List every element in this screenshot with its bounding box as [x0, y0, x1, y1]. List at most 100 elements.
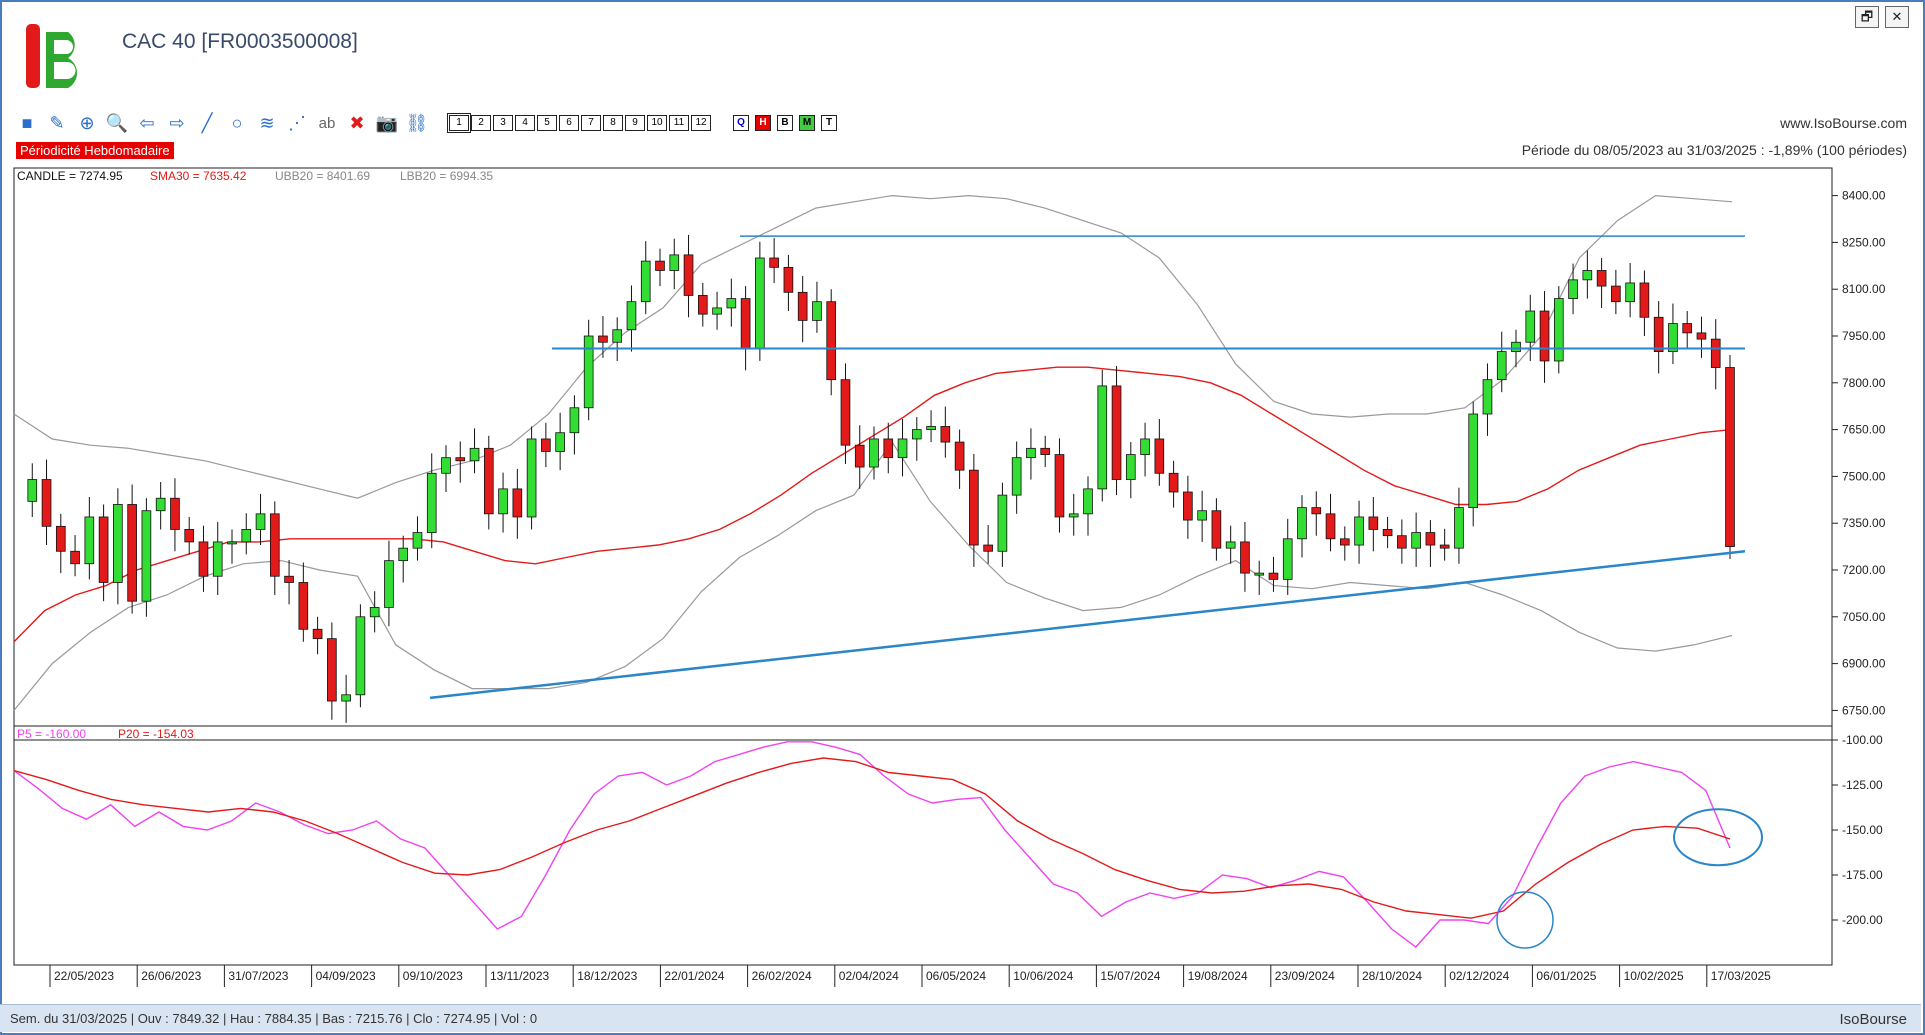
period-button-3[interactable]: 3: [493, 115, 513, 131]
candle-body: [483, 447, 494, 515]
period-button-10[interactable]: 10: [647, 115, 667, 131]
candle-body: [1183, 491, 1193, 521]
price-tick-label: 8100.00: [1842, 282, 1886, 296]
timeframe-button-q[interactable]: Q: [733, 115, 749, 131]
candle-body: [155, 497, 166, 512]
x-tick-label: 22/01/2024: [664, 969, 724, 983]
candle-body: [1254, 572, 1265, 576]
candle-body: [854, 444, 865, 468]
candle-body: [1282, 538, 1293, 580]
annotation-circle-2: [1673, 808, 1763, 867]
period-button-6[interactable]: 6: [559, 115, 579, 131]
candle-body: [1240, 541, 1250, 574]
candle-body: [1511, 341, 1521, 352]
candle-body: [498, 488, 508, 515]
status-bar: Sem. du 31/03/2025 | Ouv : 7849.32 | Hau…: [0, 1004, 1921, 1032]
candle-body: [940, 426, 951, 443]
legend-candle: CANDLE = 7274.95: [17, 169, 123, 183]
indicator-icon[interactable]: ≋: [259, 112, 275, 133]
tree-icon[interactable]: ⛓: [405, 112, 429, 133]
indicator-tick-label: -150.00: [1842, 823, 1883, 837]
candle-body: [1725, 367, 1735, 547]
indicator-panel-frame: [13, 725, 1833, 966]
candle-body: [769, 257, 779, 268]
select-icon[interactable]: ■: [21, 112, 33, 133]
price-tick-label: 7500.00: [1842, 469, 1886, 483]
period-button-1[interactable]: 1: [447, 113, 471, 133]
candle-body: [1525, 310, 1536, 343]
candle-body: [612, 329, 623, 343]
candle-body: [469, 447, 480, 462]
zoom-icon[interactable]: 🔍: [105, 112, 129, 133]
arrow-right-icon[interactable]: ⇨: [169, 112, 185, 133]
timeframe-button-b[interactable]: B: [777, 115, 793, 131]
price-tick-label: 6750.00: [1842, 703, 1886, 717]
candle-body: [1011, 457, 1022, 496]
candle-body: [640, 260, 651, 303]
candle-body: [369, 607, 380, 618]
legend-p20: P20 = -154.03: [118, 727, 194, 741]
line-icon[interactable]: ╱: [201, 112, 213, 133]
candle-body: [184, 529, 195, 543]
candle-body: [883, 438, 894, 459]
x-tick-label: 15/07/2024: [1100, 969, 1160, 983]
period-button-2[interactable]: 2: [471, 115, 491, 131]
x-tick-label: 28/10/2024: [1362, 969, 1422, 983]
candle-body: [1382, 529, 1393, 537]
x-tick-label: 18/12/2023: [577, 969, 637, 983]
close-window-button[interactable]: ✕: [1885, 6, 1909, 28]
restore-window-button[interactable]: 🗗: [1855, 6, 1879, 28]
draw-pen-icon[interactable]: ✎: [49, 112, 65, 133]
website-link[interactable]: www.IsoBourse.com: [1780, 115, 1907, 131]
candle-body: [1482, 379, 1493, 415]
period-button-12[interactable]: 12: [691, 115, 711, 131]
candle-body: [1568, 279, 1578, 299]
period-button-4[interactable]: 4: [515, 115, 535, 131]
candle-body: [541, 438, 551, 452]
price-tick-label: 7950.00: [1842, 329, 1886, 343]
crosshair-icon[interactable]: ⊕: [79, 112, 95, 133]
chart-area[interactable]: CANDLE = 7274.95 SMA30 = 7635.42 UBB20 = 8…: [0, 0, 1925, 1004]
candle-body: [655, 260, 665, 271]
text-icon[interactable]: ab: [318, 114, 336, 132]
candle-body: [1653, 316, 1664, 352]
delete-icon[interactable]: ✖: [349, 112, 365, 133]
candle-body: [355, 616, 366, 696]
indicator-tick-label: -200.00: [1842, 913, 1883, 927]
period-button-9[interactable]: 9: [625, 115, 645, 131]
candle-body: [241, 529, 252, 543]
candle-body: [797, 291, 808, 321]
price-tick-label: 8250.00: [1842, 235, 1886, 249]
candle-body: [269, 513, 280, 577]
candle-body: [926, 426, 936, 431]
status-brand: IsoBourse: [1839, 1011, 1907, 1028]
period-button-11[interactable]: 11: [669, 115, 689, 131]
timeframe-button-h[interactable]: H: [755, 115, 771, 131]
indicator-tick-label: -175.00: [1842, 868, 1883, 882]
period-button-7[interactable]: 7: [581, 115, 601, 131]
candle-body: [512, 488, 523, 518]
candle-body: [1553, 298, 1564, 362]
timeframe-button-t[interactable]: T: [821, 115, 837, 131]
timeframe-button-m[interactable]: M: [799, 115, 815, 131]
indicator-tick-label: -100.00: [1842, 733, 1883, 747]
candle-body: [869, 438, 879, 468]
candle-body: [255, 513, 266, 530]
period-button-5[interactable]: 5: [537, 115, 557, 131]
candle-body: [312, 628, 323, 640]
candle-body: [1339, 538, 1350, 546]
candle-body: [1496, 351, 1507, 381]
candle-body: [1397, 535, 1407, 549]
candle-body: [70, 550, 80, 565]
periodicity-badge[interactable]: Périodicité Hebdomadaire: [16, 142, 174, 159]
candle-body: [198, 541, 209, 577]
arrow-left-icon[interactable]: ⇦: [139, 112, 155, 133]
candle-body: [755, 257, 765, 349]
fibonacci-icon[interactable]: ⋰: [288, 112, 306, 133]
circle-icon[interactable]: ○: [231, 112, 243, 133]
period-button-8[interactable]: 8: [603, 115, 623, 131]
camera-icon[interactable]: 📷: [375, 112, 399, 133]
price-tick-label: 7800.00: [1842, 376, 1886, 390]
